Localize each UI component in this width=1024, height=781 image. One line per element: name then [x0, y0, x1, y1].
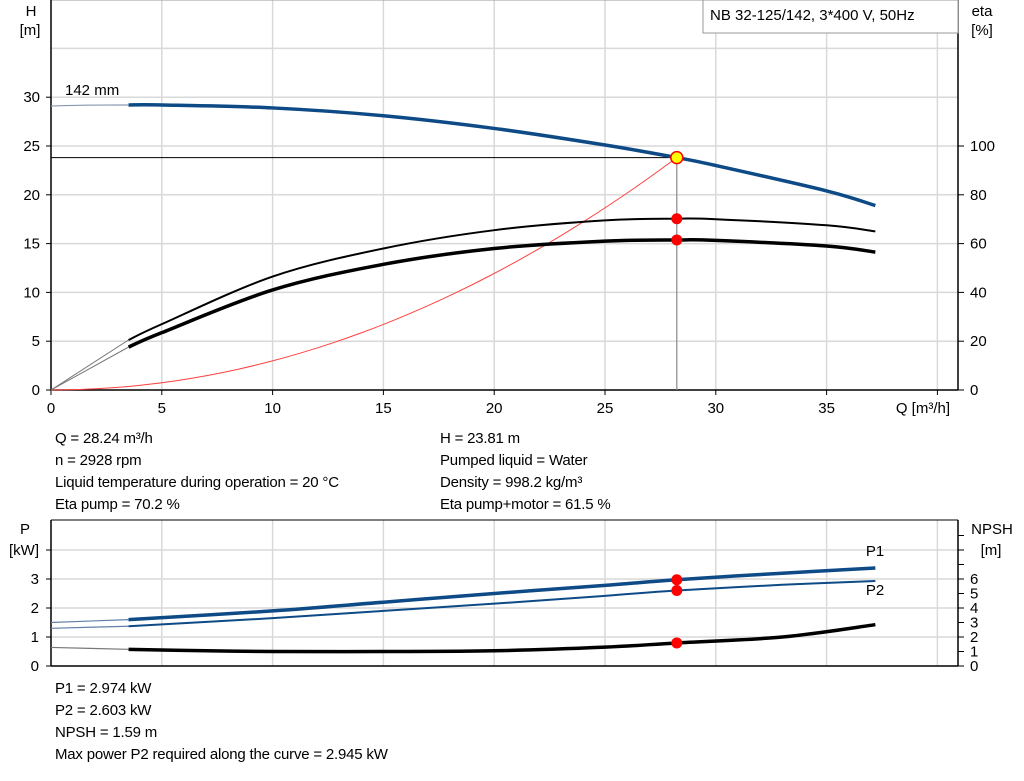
x-tick-label: 25 — [597, 400, 614, 417]
x-tick-label: 30 — [707, 400, 724, 417]
y-tick-label-right: 80 — [970, 187, 987, 204]
y-axis-label-right: NPSH — [971, 521, 1013, 538]
y-tick-label-left: 2 — [31, 600, 39, 617]
y-axis-unit-right: [%] — [971, 22, 993, 39]
y-tick-label-right: 6 — [970, 571, 978, 588]
P2-duty-point — [671, 585, 683, 597]
eta_pump-curve — [128, 217, 876, 341]
y-axis-unit-left: [m] — [20, 22, 41, 39]
y-tick-label-left: 10 — [23, 284, 40, 301]
y-tick-label-left: 20 — [23, 187, 40, 204]
y-tick-label-left: 30 — [23, 89, 40, 106]
eta_pump-extrapolated — [50, 339, 129, 391]
readout-eta-pump: Eta pump = 70.2 % — [55, 496, 180, 513]
y-axis-unit-right: [m] — [981, 542, 1002, 559]
eta-total-duty-point — [671, 234, 683, 246]
x-tick-label: 15 — [375, 400, 392, 417]
y-tick-label-right: 0 — [970, 382, 978, 399]
x-tick-label: 5 — [158, 400, 166, 417]
readout-density: Density = 998.2 kg/m³ — [440, 474, 583, 491]
NPSH-curve — [128, 622, 876, 654]
P1-duty-point — [671, 574, 683, 586]
y-tick-label-right: 3 — [970, 615, 978, 632]
y-tick-label-right: 0 — [970, 658, 978, 675]
y-tick-label-right: 40 — [970, 284, 987, 301]
P2-curve — [128, 580, 876, 628]
head-duty-point — [670, 150, 684, 165]
y-axis-label-left: H — [26, 3, 37, 20]
y-tick-label-right: 20 — [970, 333, 987, 350]
readout-n: n = 2928 rpm — [55, 452, 142, 469]
y-tick-label-right: 2 — [970, 629, 978, 646]
chart-title: NB 32-125/142, 3*400 V, 50Hz — [710, 7, 915, 24]
x-tick-label: 10 — [264, 400, 281, 417]
y-tick-label-right: 1 — [970, 644, 978, 661]
y-axis-label-right: eta — [972, 3, 994, 20]
y-tick-label-left: 1 — [31, 629, 39, 646]
x-tick-label: 20 — [486, 400, 503, 417]
y-axis-label-left: P — [20, 521, 30, 538]
p2-label: P2 — [866, 582, 884, 599]
P2-extrapolated — [50, 625, 129, 629]
readout-p1: P1 = 2.974 kW — [55, 680, 152, 697]
y-tick-label-left: 5 — [32, 333, 40, 350]
x-tick-label: 0 — [47, 400, 55, 417]
x-tick-label: 35 — [818, 400, 835, 417]
NPSH-extrapolated — [50, 646, 129, 650]
NPSH-duty-point — [671, 637, 683, 649]
eta_pump_motor-curve — [127, 238, 876, 349]
impeller-diameter-label: 142 mm — [65, 82, 119, 99]
y-tick-label-right: 5 — [970, 586, 978, 603]
y-tick-label-left: 0 — [32, 382, 40, 399]
readout-liquid: Pumped liquid = Water — [440, 452, 588, 469]
eta_pump_motor-extrapolated — [50, 346, 129, 391]
readout-npsh: NPSH = 1.59 m — [55, 724, 158, 741]
y-tick-label-left: 0 — [31, 658, 39, 675]
y-tick-label-right: 60 — [970, 236, 987, 253]
y-tick-label-left: 25 — [23, 138, 40, 155]
readout-p2: P2 = 2.603 kW — [55, 702, 152, 719]
P1-extrapolated — [50, 619, 129, 624]
y-tick-label-left: 3 — [31, 571, 39, 588]
y-tick-label-right: 100 — [970, 138, 995, 155]
readout-h: H = 23.81 m — [440, 430, 520, 447]
readout-eta-total: Eta pump+motor = 61.5 % — [440, 496, 611, 513]
y-tick-label-right: 4 — [970, 600, 978, 617]
H-extrapolated — [50, 104, 129, 107]
title-box — [702, 0, 959, 34]
p1-label: P1 — [866, 543, 884, 560]
y-axis-unit-left: [kW] — [9, 542, 39, 559]
system-curve — [50, 157, 678, 391]
readout-max-p2: Max power P2 required along the curve = … — [55, 746, 388, 763]
P1-curve — [128, 566, 876, 622]
readout-temp: Liquid temperature during operation = 20… — [55, 474, 339, 491]
eta-pump-duty-point — [671, 213, 683, 225]
H-curve — [128, 103, 876, 208]
x-axis-label: Q [m³/h] — [896, 400, 950, 417]
y-tick-label-left: 15 — [23, 236, 40, 253]
readout-q: Q = 28.24 m³/h — [55, 430, 153, 447]
